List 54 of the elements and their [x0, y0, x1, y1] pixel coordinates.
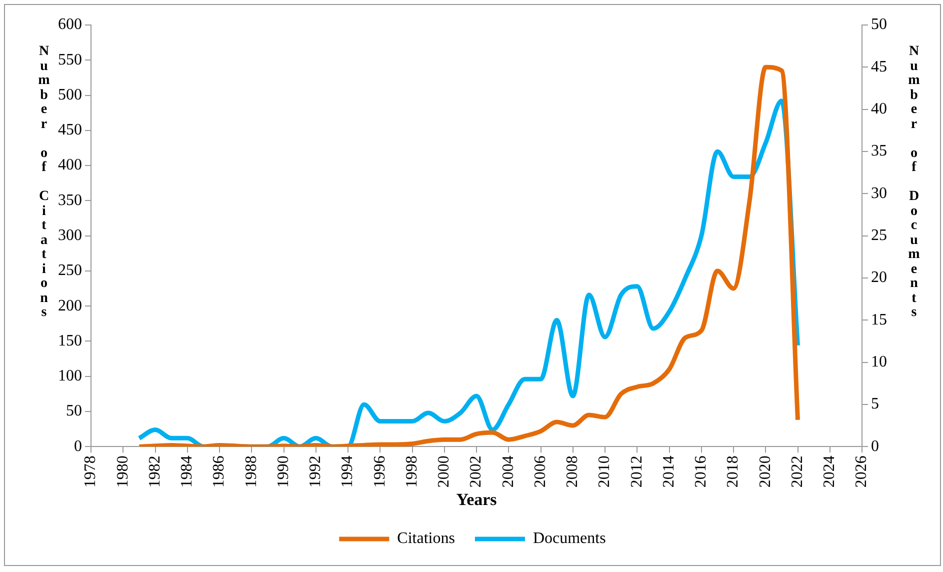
x-tick-label: 2006 [532, 456, 549, 488]
y2-tick-label: 30 [871, 184, 887, 202]
y-tick-label: 350 [58, 192, 82, 209]
x-tick-label: 1992 [307, 456, 324, 488]
text: Number of Citations [38, 44, 50, 320]
text: Number of Documents [908, 44, 920, 320]
y-tick-label: 50 [66, 402, 82, 420]
y2-tick-label: 0 [871, 438, 879, 455]
x-tick-label: 1978 [82, 456, 100, 488]
x-tick-label: 1998 [403, 456, 420, 488]
y2-tick-label: 35 [871, 142, 887, 160]
x-tick-label: 2016 [692, 456, 710, 488]
y-tick-label: 100 [58, 368, 82, 385]
y2-tick-label: 25 [871, 227, 887, 244]
x-tick-label: 2012 [628, 456, 646, 488]
x-tick-label: 1990 [274, 456, 292, 488]
x-tick-label: 2022 [788, 456, 806, 488]
y2-tick-label: 40 [871, 100, 887, 118]
y-tick-label: 300 [58, 227, 82, 244]
x-tick-label: 2010 [596, 456, 614, 488]
y2-tick-label: 5 [871, 396, 879, 413]
legend-label: Citations [397, 530, 455, 548]
y-tick-label: 500 [58, 86, 82, 104]
x-tick-label: 2000 [436, 456, 453, 488]
y-tick-label: 0 [74, 438, 82, 455]
x-tick-label: 1994 [339, 456, 356, 488]
x-tick-label: 1986 [210, 456, 228, 488]
y2-tick-label: 50 [871, 16, 887, 34]
x-tick-label: 2008 [564, 456, 582, 488]
x-tick-label: 2004 [500, 456, 517, 488]
y-tick-label: 400 [58, 156, 82, 174]
x-tick-label: 1982 [146, 456, 164, 488]
y-tick-label: 200 [58, 297, 82, 314]
y-tick-label: 600 [58, 16, 82, 34]
x-tick-label: 1988 [242, 456, 260, 488]
x-tick-label: 2026 [853, 456, 870, 488]
y-tick-label: 150 [58, 332, 82, 350]
x-tick-label: 2024 [821, 456, 838, 488]
x-tick-label: 2020 [756, 456, 774, 488]
x-tick-label: 2014 [660, 456, 678, 488]
y-tick-label: 550 [58, 51, 82, 68]
y-tick-label: 450 [58, 122, 82, 139]
x-tick-label: 1984 [178, 456, 196, 488]
x-tick-label: 2002 [468, 456, 485, 488]
y-tick-label: 250 [58, 262, 82, 280]
x-tick-label: 1980 [114, 456, 132, 488]
y2-tick-label: 45 [871, 58, 887, 76]
y2-tick-label: 20 [871, 269, 887, 286]
y2-tick-label: 10 [871, 353, 887, 370]
x-axis-title: Years [456, 490, 498, 510]
legend-label: Documents [532, 530, 606, 548]
x-tick-label: 1996 [371, 456, 388, 488]
y2-tick-label: 15 [871, 311, 887, 328]
x-tick-label: 2018 [724, 456, 742, 488]
